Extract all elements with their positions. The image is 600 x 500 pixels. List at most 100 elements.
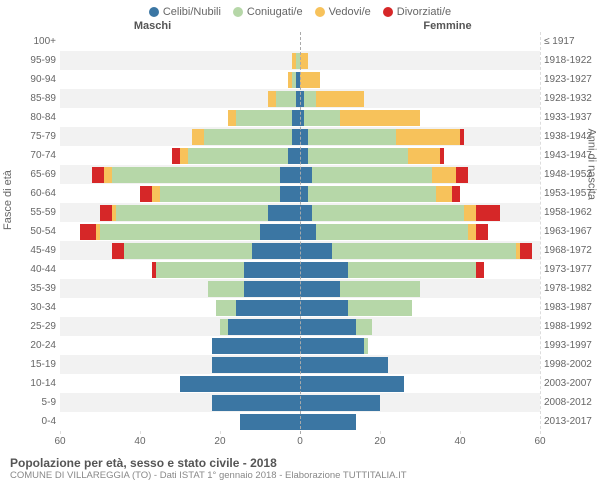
birth-year-label: 1998-2002 [544, 359, 600, 370]
bar-segment [356, 319, 372, 335]
birth-year-label: 2008-2012 [544, 397, 600, 408]
bar-segment [288, 148, 300, 164]
female-bar [300, 281, 540, 297]
female-bar [300, 110, 540, 126]
male-bar [60, 243, 300, 259]
bar-segment [300, 281, 340, 297]
female-bar [300, 338, 540, 354]
male-bar [60, 148, 300, 164]
bar-segment [276, 91, 296, 107]
male-bar [60, 205, 300, 221]
birth-year-label: 2003-2007 [544, 378, 600, 389]
bar-segment [476, 205, 500, 221]
age-label: 40-44 [10, 264, 56, 275]
female-bar [300, 53, 540, 69]
legend-label: Vedovi/e [329, 6, 371, 18]
male-label: Maschi [60, 20, 300, 32]
bar-segment [240, 414, 300, 430]
gender-labels: Maschi Femmine [0, 20, 600, 32]
birth-year-label: 1988-1992 [544, 321, 600, 332]
center-line [300, 32, 301, 434]
bar-segment [192, 129, 204, 145]
bar-segment [180, 376, 300, 392]
birth-year-label: 1978-1982 [544, 283, 600, 294]
legend-dot [383, 7, 393, 17]
bar-segment [140, 186, 152, 202]
legend-label: Celibi/Nubili [163, 6, 221, 18]
male-bar [60, 414, 300, 430]
bar-segment [300, 186, 308, 202]
birth-year-label: 1953-1957 [544, 188, 600, 199]
birth-year-label: 1938-1942 [544, 131, 600, 142]
age-label: 20-24 [10, 340, 56, 351]
bar-segment [92, 167, 104, 183]
birth-year-label: 1928-1932 [544, 93, 600, 104]
chart-subtitle: COMUNE DI VILLAREGGIA (TO) - Dati ISTAT … [10, 470, 590, 481]
bar-segment [268, 91, 276, 107]
age-label: 70-74 [10, 150, 56, 161]
bar-segment [300, 129, 308, 145]
female-bar [300, 319, 540, 335]
grid-line [540, 32, 541, 434]
bar-segment [300, 376, 404, 392]
bar-segment [172, 148, 180, 164]
chart-title: Popolazione per età, sesso e stato civil… [10, 456, 590, 470]
female-bar [300, 34, 540, 50]
bar-segment [476, 224, 488, 240]
bar-segment [208, 281, 244, 297]
bar-segment [160, 186, 280, 202]
male-bar [60, 53, 300, 69]
age-label: 35-39 [10, 283, 56, 294]
bar-segment [236, 300, 300, 316]
bar-segment [268, 205, 300, 221]
bar-segment [100, 205, 112, 221]
male-bar [60, 167, 300, 183]
bar-segment [348, 300, 412, 316]
age-label: 10-14 [10, 378, 56, 389]
bar-segment [220, 319, 228, 335]
birth-year-label: 2013-2017 [544, 416, 600, 427]
female-bar [300, 300, 540, 316]
birth-year-label: 1948-1952 [544, 169, 600, 180]
bar-segment [316, 91, 364, 107]
bar-segment [396, 129, 460, 145]
bar-segment [304, 110, 340, 126]
age-label: 100+ [10, 36, 56, 47]
bar-segment [440, 148, 444, 164]
bar-segment [204, 129, 292, 145]
age-label: 90-94 [10, 74, 56, 85]
bar-segment [520, 243, 532, 259]
x-tick: 20 [214, 436, 225, 447]
bar-segment [304, 91, 316, 107]
birth-year-label: 1923-1927 [544, 74, 600, 85]
bar-segment [460, 129, 464, 145]
bar-segment [300, 243, 332, 259]
female-bar [300, 129, 540, 145]
female-bar [300, 72, 540, 88]
bar-segment [300, 53, 308, 69]
bar-segment [408, 148, 440, 164]
legend-label: Coniugati/e [247, 6, 303, 18]
bar-segment [312, 167, 432, 183]
age-label: 30-34 [10, 302, 56, 313]
bar-segment [308, 129, 396, 145]
legend-dot [149, 7, 159, 17]
bar-segment [432, 167, 456, 183]
bar-segment [300, 148, 308, 164]
age-label: 5-9 [10, 397, 56, 408]
bar-segment [312, 205, 464, 221]
bar-segment [300, 205, 312, 221]
bar-segment [436, 186, 452, 202]
bar-segment [456, 167, 468, 183]
bar-segment [116, 205, 268, 221]
birth-year-label: 1983-1987 [544, 302, 600, 313]
age-label: 25-29 [10, 321, 56, 332]
bar-segment [216, 300, 236, 316]
age-label: 80-84 [10, 112, 56, 123]
bar-segment [300, 300, 348, 316]
bar-segment [468, 224, 476, 240]
bar-segment [292, 129, 300, 145]
bar-segment [292, 110, 300, 126]
bar-segment [300, 72, 320, 88]
age-label: 0-4 [10, 416, 56, 427]
